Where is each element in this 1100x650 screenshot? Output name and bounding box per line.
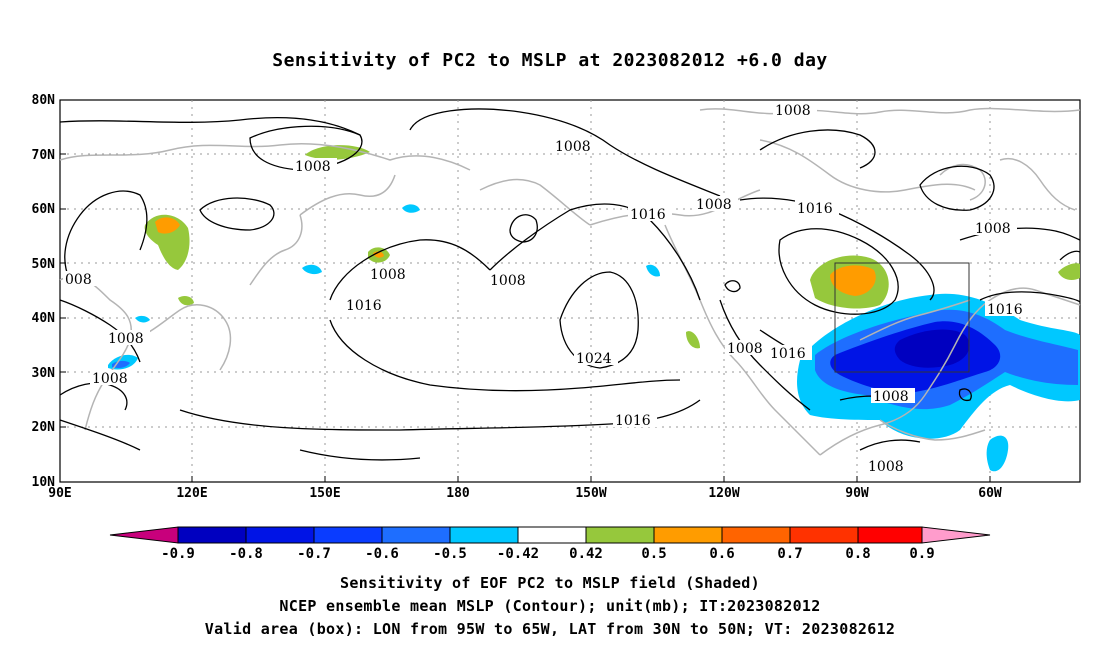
- colorbar: [109, 526, 991, 544]
- colorbar-segment: [789, 526, 859, 544]
- negative-sensitivity-patch: [135, 315, 150, 323]
- contour-label: 1016: [615, 413, 651, 429]
- colorbar-high-arrow: [921, 526, 991, 544]
- colorbar-labels: -0.9 -0.8 -0.7 -0.6 -0.5 -0.42 0.42 0.5 …: [161, 546, 935, 562]
- contour-label: 1008: [775, 103, 811, 119]
- x-tick-label: 90E: [48, 486, 71, 501]
- y-axis-labels: 80N 70N 60N 50N 40N 30N 20N 10N: [32, 93, 56, 490]
- colorbar-segment: [585, 526, 655, 544]
- negative-sensitivity-patch: [986, 435, 1009, 472]
- x-tick-label: 180: [446, 486, 470, 501]
- negative-sensitivity-patch: [402, 204, 420, 213]
- colorbar-segment: [381, 526, 451, 544]
- colorbar-segment: [653, 526, 723, 544]
- positive-sensitivity-core: [830, 265, 876, 296]
- x-axis-labels: 90E 120E 150E 180 150W 120W 90W 60W: [48, 486, 1002, 501]
- colorbar-label: 0.9: [909, 546, 934, 562]
- y-tick-label: 60N: [32, 202, 56, 217]
- contour-label: 1016: [797, 201, 833, 217]
- negative-sensitivity-patch: [646, 264, 660, 277]
- colorbar-label: 0.42: [569, 546, 603, 562]
- colorbar-label: -0.7: [297, 546, 331, 562]
- y-tick-label: 70N: [32, 148, 56, 163]
- positive-sensitivity-patch: [686, 331, 700, 349]
- x-tick-label: 60W: [978, 486, 1002, 501]
- colorbar-segment: [245, 526, 315, 544]
- colorbar-label: -0.8: [229, 546, 263, 562]
- contour-label: 1016: [987, 302, 1023, 318]
- colorbar-segment: [177, 526, 247, 544]
- colorbar-segment: [721, 526, 791, 544]
- contour-label: 1008: [975, 221, 1011, 237]
- contour-label: 1008: [727, 341, 763, 357]
- x-tick-label: 150E: [309, 486, 340, 501]
- contour-label: 1008: [92, 371, 128, 387]
- y-tick-label: 20N: [32, 420, 56, 435]
- colorbar-label: -0.5: [433, 546, 467, 562]
- mslp-contours: [59, 108, 1081, 461]
- colorbar-label: 0.8: [845, 546, 870, 562]
- colorbar-label: 0.6: [709, 546, 734, 562]
- colorbar-segment: [517, 526, 587, 544]
- caption-line-1: Sensitivity of EOF PC2 to MSLP field (Sh…: [340, 574, 760, 592]
- negative-sensitivity-patch: [302, 264, 322, 275]
- x-tick-label: 150W: [575, 486, 606, 501]
- contour-label: 1008: [108, 331, 144, 347]
- colorbar-label: -0.6: [365, 546, 399, 562]
- contour-label: 1008: [873, 389, 909, 405]
- axis-ticks: [60, 153, 991, 482]
- x-tick-label: 120W: [708, 486, 739, 501]
- page-title: Sensitivity of PC2 to MSLP at 2023082012…: [272, 50, 828, 71]
- y-tick-label: 10N: [32, 475, 56, 490]
- colorbar-segment: [313, 526, 383, 544]
- contour-labels: 1008 1008 1008 1008 1016 1008 1016 1008 …: [63, 102, 1029, 475]
- colorbar-low-arrow: [109, 526, 179, 544]
- colorbar-segment: [449, 526, 519, 544]
- contour-label: 1008: [370, 267, 406, 283]
- contour-label: 1008: [868, 459, 904, 475]
- colorbar-segment: [857, 526, 923, 544]
- valid-area-box: [834, 262, 970, 373]
- colorbar-label: 0.5: [641, 546, 666, 562]
- contour-label: 1008: [490, 273, 526, 289]
- positive-sensitivity-patch: [144, 214, 190, 270]
- contour-label: 1008: [555, 139, 591, 155]
- contour-label: 1024: [576, 351, 612, 367]
- shaded-sensitivity: [108, 145, 1080, 472]
- caption-line-3: Valid area (box): LON from 95W to 65W, L…: [204, 620, 896, 638]
- positive-sensitivity-patch: [155, 217, 180, 234]
- y-tick-label: 80N: [32, 93, 56, 108]
- positive-sensitivity-patch: [178, 295, 194, 306]
- x-tick-label: 90W: [845, 486, 869, 501]
- colorbar-label: 0.7: [777, 546, 802, 562]
- y-tick-label: 50N: [32, 257, 56, 272]
- map-grid: [60, 100, 1080, 482]
- y-tick-label: 40N: [32, 311, 56, 326]
- x-tick-label: 120E: [176, 486, 207, 501]
- contour-label: 1016: [630, 207, 666, 223]
- negative-sensitivity-patch: [112, 360, 130, 368]
- colorbar-label: -0.42: [497, 546, 539, 562]
- contour-label: 1008: [696, 197, 732, 213]
- contour-label: 1008: [295, 159, 331, 175]
- contour-label: 1016: [346, 298, 382, 314]
- contour-label: 1016: [770, 346, 806, 362]
- positive-sensitivity-patch: [305, 145, 370, 160]
- contour-label: 008: [65, 272, 92, 288]
- positive-sensitivity-patch: [1058, 263, 1080, 280]
- y-tick-label: 30N: [32, 366, 56, 381]
- negative-sensitivity-inner: [894, 329, 970, 368]
- caption-line-2: NCEP ensemble mean MSLP (Contour); unit(…: [279, 597, 821, 615]
- colorbar-label: -0.9: [161, 546, 195, 562]
